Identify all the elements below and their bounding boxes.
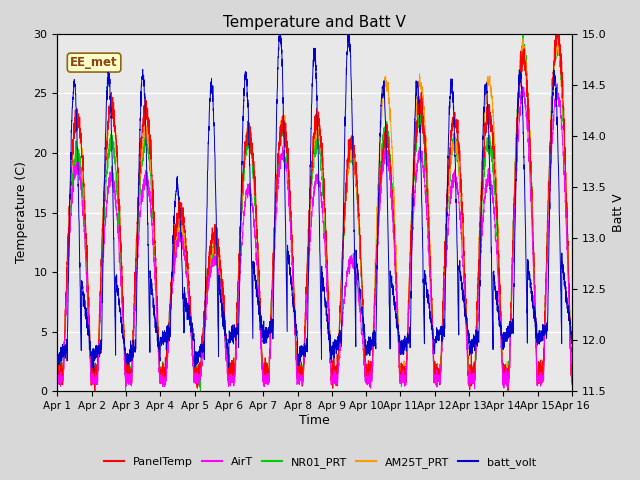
AM25T_PRT (520, 36, 527, 41)
Text: EE_met: EE_met (70, 56, 118, 69)
batt_volt (365, 338, 372, 344)
PanelTemp (54, 367, 61, 373)
Line: PanelTemp: PanelTemp (58, 34, 572, 391)
PanelTemp (365, 369, 372, 375)
X-axis label: Time: Time (300, 414, 330, 427)
batt_volt (54, 358, 61, 363)
PanelTemp (374, 230, 381, 236)
AirT (471, 386, 479, 392)
PanelTemp (552, 31, 559, 37)
NR01_PRT (197, 356, 205, 362)
AM25T_PRT (568, 370, 575, 375)
AirT (365, 375, 372, 381)
AirT (374, 246, 381, 252)
AirT (520, 93, 527, 98)
NR01_PRT (519, 31, 527, 37)
PanelTemp (164, 337, 172, 343)
AirT (568, 370, 575, 376)
Line: NR01_PRT: NR01_PRT (58, 34, 572, 391)
batt_volt (520, 130, 527, 135)
AM25T_PRT (54, 372, 61, 378)
Line: AirT: AirT (58, 84, 572, 389)
batt_volt (90, 368, 97, 373)
AM25T_PRT (197, 363, 205, 369)
PanelTemp (568, 372, 576, 377)
batt_volt (197, 348, 205, 354)
AirT (164, 354, 172, 360)
batt_volt (568, 341, 575, 347)
NR01_PRT (196, 388, 204, 394)
NR01_PRT (374, 232, 381, 238)
NR01_PRT (520, 35, 527, 41)
Line: batt_volt: batt_volt (58, 34, 572, 371)
AirT (54, 379, 61, 385)
batt_volt (374, 231, 381, 237)
AM25T_PRT (374, 194, 381, 200)
PanelTemp (197, 353, 205, 359)
Legend: PanelTemp, AirT, NR01_PRT, AM25T_PRT, batt_volt: PanelTemp, AirT, NR01_PRT, AM25T_PRT, ba… (100, 452, 540, 472)
Title: Temperature and Batt V: Temperature and Batt V (223, 15, 406, 30)
PanelTemp (568, 368, 575, 374)
AirT (568, 382, 576, 387)
batt_volt (164, 336, 172, 342)
NR01_PRT (365, 364, 372, 370)
PanelTemp (91, 388, 99, 394)
NR01_PRT (568, 364, 576, 370)
Y-axis label: Batt V: Batt V (612, 193, 625, 232)
NR01_PRT (54, 370, 61, 375)
batt_volt (568, 333, 576, 339)
AirT (554, 81, 561, 87)
AM25T_PRT (503, 381, 511, 387)
AM25T_PRT (164, 347, 172, 352)
AirT (197, 369, 205, 374)
Line: AM25T_PRT: AM25T_PRT (58, 37, 572, 384)
NR01_PRT (568, 370, 575, 376)
AM25T_PRT (568, 370, 576, 375)
AM25T_PRT (554, 35, 561, 40)
PanelTemp (520, 48, 527, 54)
AM25T_PRT (365, 368, 372, 373)
batt_volt (276, 31, 284, 37)
NR01_PRT (164, 342, 172, 348)
Y-axis label: Temperature (C): Temperature (C) (15, 162, 28, 264)
